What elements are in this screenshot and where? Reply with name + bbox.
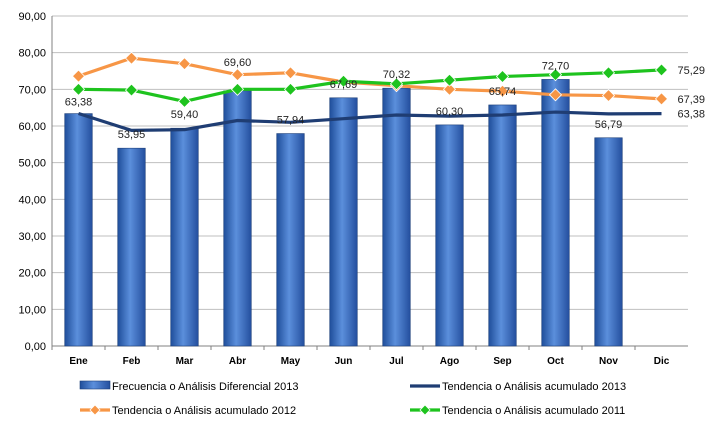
legend-marker — [89, 404, 101, 416]
x-tick-label: Mar — [176, 356, 194, 367]
series-point — [283, 82, 298, 96]
bar — [594, 137, 623, 347]
legend-label: Tendencia o Análisis acumulado 2013 — [442, 381, 626, 393]
bar-data-label: 67,69 — [330, 79, 358, 91]
x-tick-label: Abr — [229, 356, 246, 367]
series-point — [71, 69, 86, 83]
bar — [64, 113, 93, 347]
x-tick-label: Jun — [335, 356, 353, 367]
x-tick-label: May — [281, 356, 301, 367]
bar-data-label: 53,95 — [118, 129, 146, 141]
plot-area: 0,00 10,00 20,00 30,00 40,00 50,00 60,00 70,00 8… — [18, 11, 705, 367]
series-point — [654, 63, 669, 77]
series-point — [124, 51, 139, 65]
series-point — [283, 66, 298, 80]
y-tick-label: 30,00 — [18, 231, 46, 243]
series-point — [601, 66, 616, 80]
y-tick-label: 40,00 — [18, 194, 46, 206]
legend: Frecuencia o Análisis Diferencial 2013 Te… — [79, 380, 626, 417]
y-tick-label: 60,00 — [18, 121, 46, 133]
series-line — [78, 110, 662, 132]
series-point — [177, 57, 192, 71]
legend-item: Tendencia o Análisis acumulado 2012 — [80, 404, 296, 417]
bar — [541, 79, 570, 347]
x-tick-label: Feb — [123, 356, 141, 367]
bar-data-label: 72,70 — [542, 60, 570, 72]
x-tick-label: Ene — [69, 356, 88, 367]
x-tick-label: Sep — [493, 356, 511, 367]
series-end-label: 67,39 — [678, 94, 706, 106]
series-point — [548, 88, 563, 102]
series-end-label: 75,29 — [678, 65, 706, 77]
y-tick-label: 10,00 — [18, 304, 46, 316]
series-end-label: 63,38 — [678, 109, 706, 121]
legend-label: Frecuencia o Análisis Diferencial 2013 — [112, 381, 299, 393]
series-point — [654, 92, 669, 106]
series-point — [230, 82, 245, 96]
y-tick-label: 20,00 — [18, 268, 46, 280]
y-tick-label: 90,00 — [18, 11, 46, 23]
bar-data-label: 60,30 — [436, 106, 464, 118]
bar — [276, 133, 305, 347]
bar-data-label: 69,60 — [224, 57, 252, 69]
legend-marker — [419, 404, 431, 416]
series-point — [124, 83, 139, 97]
bar — [382, 87, 411, 347]
series-point — [336, 74, 351, 88]
legend-item: Tendencia o Análisis acumulado 2013 — [410, 381, 626, 393]
series-point — [177, 94, 192, 108]
x-tick-label: Jul — [389, 356, 404, 367]
x-tick-label: Oct — [547, 356, 564, 367]
bar-data-label: 65,74 — [489, 86, 517, 98]
legend-item: Frecuencia o Análisis Diferencial 2013 — [79, 380, 299, 393]
series-point — [442, 82, 457, 96]
bar — [329, 97, 358, 347]
series-line — [77, 56, 662, 101]
series-line — [78, 68, 662, 104]
bar — [488, 104, 517, 347]
x-tick-label: Dic — [654, 356, 670, 367]
bar-data-label: 70,32 — [383, 69, 411, 81]
y-tick-label: 80,00 — [18, 48, 46, 60]
y-tick-label: 50,00 — [18, 158, 46, 170]
series-point — [230, 68, 245, 82]
legend-swatch — [79, 380, 111, 390]
bar-data-label: 63,38 — [65, 97, 93, 109]
bar — [117, 147, 146, 347]
x-tick-label: Nov — [599, 356, 618, 367]
legend-label: Tendencia o Análisis acumulado 2012 — [112, 405, 296, 417]
series-point — [495, 69, 510, 84]
bar-data-label: 57,94 — [277, 115, 305, 127]
series-point — [71, 82, 86, 96]
series-point — [548, 68, 563, 82]
series-point — [389, 77, 404, 91]
y-tick-label: 0,00 — [25, 341, 46, 353]
series-point — [495, 84, 510, 98]
bar — [435, 124, 464, 347]
legend-item: Tendencia o Análisis acumulado 2011 — [410, 404, 625, 417]
bar — [170, 127, 199, 347]
series-point — [442, 73, 457, 87]
legend-label: Tendencia o Análisis acumulado 2011 — [442, 405, 625, 417]
series-point — [601, 89, 616, 103]
bar-data-label: 56,79 — [595, 119, 623, 131]
y-tick-label: 70,00 — [18, 84, 46, 96]
x-tick-label: Ago — [440, 356, 459, 367]
bar — [223, 90, 252, 347]
bar-data-label: 59,40 — [171, 109, 199, 121]
